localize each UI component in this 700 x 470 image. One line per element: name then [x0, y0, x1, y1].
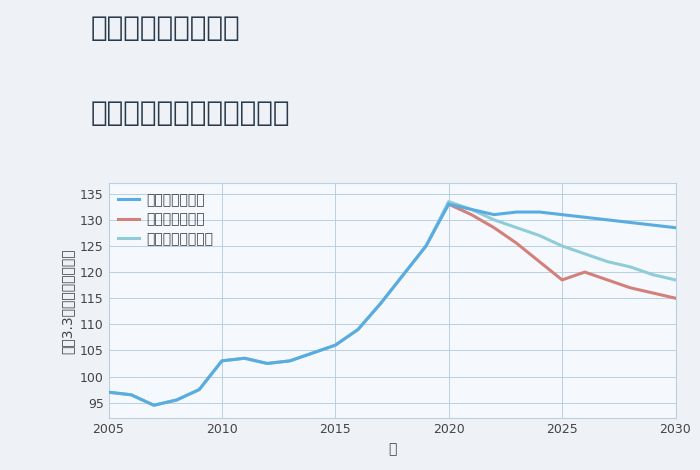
バッドシナリオ — [603, 277, 612, 283]
ノーマルシナリオ — [309, 350, 317, 356]
グッドシナリオ — [263, 360, 272, 366]
グッドシナリオ — [150, 402, 158, 408]
ノーマルシナリオ — [331, 342, 340, 348]
ノーマルシナリオ — [467, 207, 475, 212]
ノーマルシナリオ — [104, 389, 113, 395]
ノーマルシナリオ — [399, 272, 407, 277]
ノーマルシナリオ — [354, 327, 362, 332]
ノーマルシナリオ — [127, 392, 135, 398]
Line: ノーマルシナリオ: ノーマルシナリオ — [108, 202, 676, 405]
グッドシナリオ — [127, 392, 135, 398]
バッドシナリオ — [490, 225, 498, 230]
ノーマルシナリオ — [172, 397, 181, 403]
ノーマルシナリオ — [536, 233, 544, 238]
ノーマルシナリオ — [422, 243, 430, 249]
グッドシナリオ — [104, 389, 113, 395]
バッドシナリオ — [671, 295, 680, 301]
バッドシナリオ — [649, 290, 657, 296]
ノーマルシナリオ — [490, 217, 498, 223]
グッドシナリオ — [580, 214, 589, 220]
ノーマルシナリオ — [649, 272, 657, 277]
Text: 中古マンションの価格推移: 中古マンションの価格推移 — [91, 99, 290, 127]
Legend: グッドシナリオ, バッドシナリオ, ノーマルシナリオ: グッドシナリオ, バッドシナリオ, ノーマルシナリオ — [113, 188, 218, 252]
グッドシナリオ — [536, 209, 544, 215]
グッドシナリオ — [218, 358, 226, 364]
グッドシナリオ — [490, 212, 498, 218]
ノーマルシナリオ — [263, 360, 272, 366]
ノーマルシナリオ — [444, 199, 453, 204]
ノーマルシナリオ — [377, 301, 385, 306]
ノーマルシナリオ — [240, 355, 248, 361]
グッドシナリオ — [422, 243, 430, 249]
ノーマルシナリオ — [150, 402, 158, 408]
ノーマルシナリオ — [286, 358, 294, 364]
グッドシナリオ — [558, 212, 566, 218]
グッドシナリオ — [331, 342, 340, 348]
Line: グッドシナリオ: グッドシナリオ — [108, 204, 676, 405]
バッドシナリオ — [536, 259, 544, 265]
グッドシナリオ — [172, 397, 181, 403]
バッドシナリオ — [467, 212, 475, 218]
Y-axis label: 坪（3.3㎡）単価（万円）: 坪（3.3㎡）単価（万円） — [60, 248, 74, 353]
グッドシナリオ — [603, 217, 612, 223]
Line: バッドシナリオ: バッドシナリオ — [449, 204, 676, 298]
グッドシナリオ — [467, 207, 475, 212]
バッドシナリオ — [558, 277, 566, 283]
ノーマルシナリオ — [626, 264, 634, 270]
グッドシナリオ — [512, 209, 521, 215]
グッドシナリオ — [626, 219, 634, 225]
ノーマルシナリオ — [218, 358, 226, 364]
グッドシナリオ — [649, 222, 657, 228]
バッドシナリオ — [580, 269, 589, 275]
Text: 兵庫県姫路市手柄の: 兵庫県姫路市手柄の — [91, 14, 241, 42]
グッドシナリオ — [286, 358, 294, 364]
バッドシナリオ — [512, 241, 521, 246]
グッドシナリオ — [671, 225, 680, 230]
グッドシナリオ — [377, 301, 385, 306]
ノーマルシナリオ — [671, 277, 680, 283]
ノーマルシナリオ — [603, 259, 612, 265]
バッドシナリオ — [626, 285, 634, 290]
バッドシナリオ — [444, 201, 453, 207]
ノーマルシナリオ — [512, 225, 521, 230]
X-axis label: 年: 年 — [388, 442, 396, 456]
グッドシナリオ — [354, 327, 362, 332]
ノーマルシナリオ — [558, 243, 566, 249]
グッドシナリオ — [309, 350, 317, 356]
グッドシナリオ — [240, 355, 248, 361]
ノーマルシナリオ — [195, 387, 204, 392]
ノーマルシナリオ — [580, 251, 589, 257]
グッドシナリオ — [195, 387, 204, 392]
グッドシナリオ — [444, 201, 453, 207]
グッドシナリオ — [399, 272, 407, 277]
